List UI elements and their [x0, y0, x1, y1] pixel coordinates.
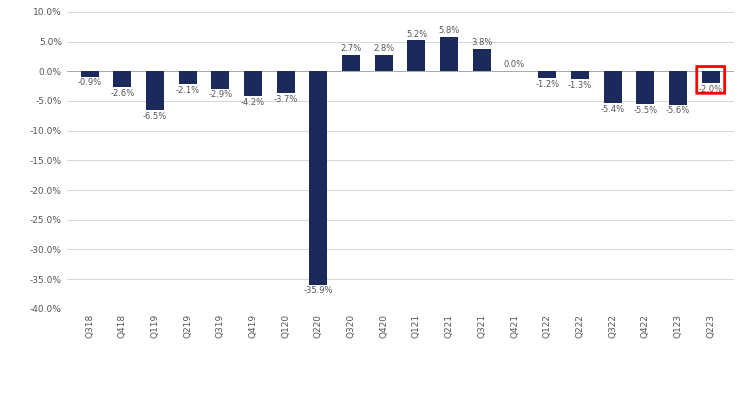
Bar [571, 71, 589, 79]
Bar [473, 49, 491, 71]
Bar [604, 71, 622, 103]
Bar [81, 71, 99, 76]
Text: -1.3%: -1.3% [568, 81, 592, 90]
Text: -6.5%: -6.5% [143, 112, 167, 121]
Text: 3.8%: 3.8% [471, 38, 493, 47]
Bar [310, 71, 328, 284]
Text: -2.1%: -2.1% [176, 86, 200, 95]
Bar [276, 71, 295, 93]
Bar [113, 71, 131, 87]
Bar [179, 71, 196, 84]
Bar [637, 71, 654, 104]
Bar [244, 71, 262, 96]
Text: -1.2%: -1.2% [535, 80, 559, 89]
Text: -2.9%: -2.9% [208, 90, 233, 99]
Text: -2.6%: -2.6% [110, 88, 134, 97]
Text: 2.8%: 2.8% [373, 44, 394, 53]
Text: 5.2%: 5.2% [406, 30, 427, 38]
Bar [440, 37, 458, 71]
Bar [211, 71, 229, 88]
Text: -2.0%: -2.0% [699, 85, 722, 94]
Text: -0.9%: -0.9% [78, 78, 102, 88]
Text: -5.6%: -5.6% [666, 106, 690, 115]
Text: 5.8%: 5.8% [439, 26, 460, 35]
Bar [538, 71, 556, 78]
Text: -5.5%: -5.5% [634, 106, 657, 115]
Text: 0.0%: 0.0% [504, 61, 525, 69]
Bar [375, 55, 393, 71]
Text: -3.7%: -3.7% [273, 95, 298, 104]
Text: -35.9%: -35.9% [304, 286, 333, 295]
Bar [342, 55, 360, 71]
Bar [146, 71, 164, 110]
Bar [669, 71, 687, 105]
Text: -4.2%: -4.2% [241, 98, 265, 107]
Bar [408, 40, 425, 71]
Text: -5.4%: -5.4% [600, 105, 625, 114]
Text: 2.7%: 2.7% [340, 44, 362, 53]
Bar [702, 71, 720, 83]
